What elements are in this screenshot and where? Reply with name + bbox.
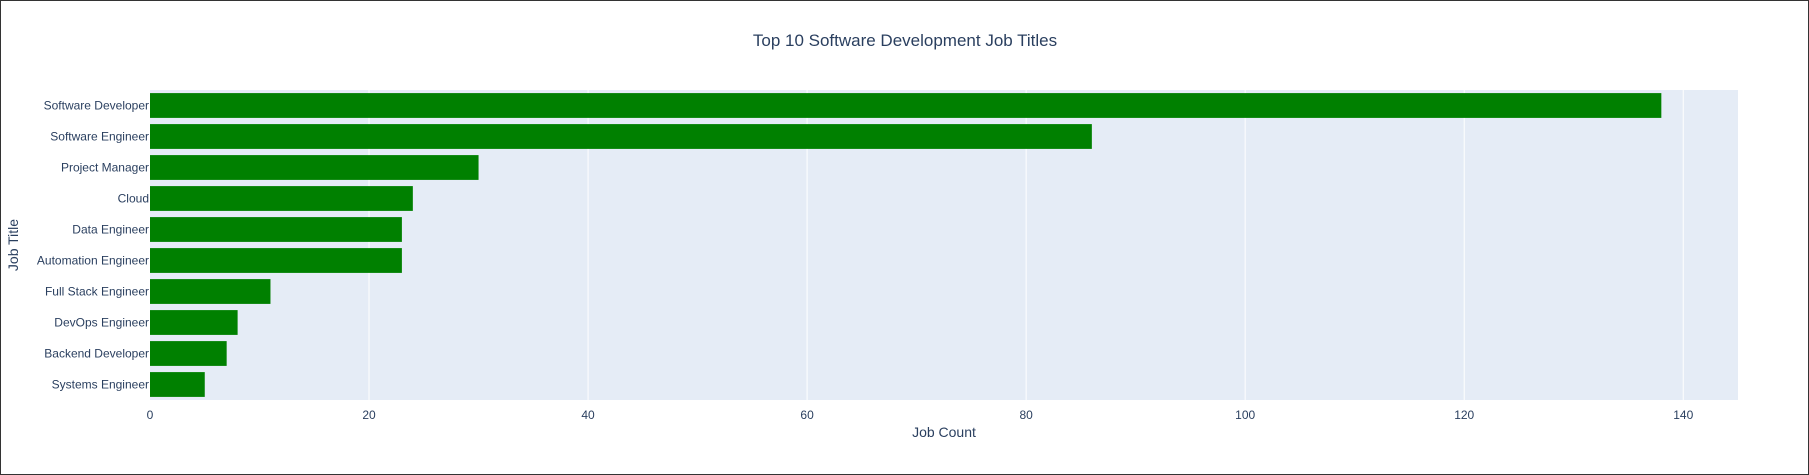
x-tick-label: 60 <box>800 408 814 422</box>
x-tick-label: 0 <box>147 408 154 422</box>
x-tick-label: 120 <box>1454 408 1474 422</box>
x-tick-label: 140 <box>1673 408 1693 422</box>
y-tick-label: Full Stack Engineer <box>45 285 149 299</box>
bar[interactable] <box>150 217 402 242</box>
bar[interactable] <box>150 248 402 273</box>
y-tick-label: Systems Engineer <box>52 378 149 392</box>
bar[interactable] <box>150 372 205 397</box>
y-tick-label: Project Manager <box>61 161 149 175</box>
y-tick-label: Software Engineer <box>50 130 149 144</box>
bar[interactable] <box>150 341 227 366</box>
bar[interactable] <box>150 310 238 335</box>
bar[interactable] <box>150 124 1092 149</box>
y-axis-title: Job Title <box>5 219 21 271</box>
y-tick-label: DevOps Engineer <box>54 316 149 330</box>
x-tick-label: 80 <box>1019 408 1033 422</box>
y-tick-label: Data Engineer <box>72 223 149 237</box>
x-tick-labels: 0 20 40 60 80 100 120 140 <box>147 408 1694 422</box>
y-tick-label: Backend Developer <box>44 347 149 361</box>
x-tick-label: 20 <box>362 408 376 422</box>
chart-title: Top 10 Software Development Job Titles <box>753 31 1057 50</box>
y-tick-label: Automation Engineer <box>37 254 149 268</box>
bar[interactable] <box>150 186 413 211</box>
bars <box>150 93 1662 397</box>
y-tick-label: Software Developer <box>44 99 149 113</box>
y-tick-label: Cloud <box>118 192 149 206</box>
x-axis-title: Job Count <box>912 424 976 440</box>
y-tick-labels: Software Developer Software Engineer Proje… <box>37 99 149 392</box>
x-tick-label: 100 <box>1235 408 1255 422</box>
bar[interactable] <box>150 279 271 304</box>
x-tick-label: 40 <box>581 408 595 422</box>
bar[interactable] <box>150 155 479 180</box>
bar[interactable] <box>150 93 1662 118</box>
